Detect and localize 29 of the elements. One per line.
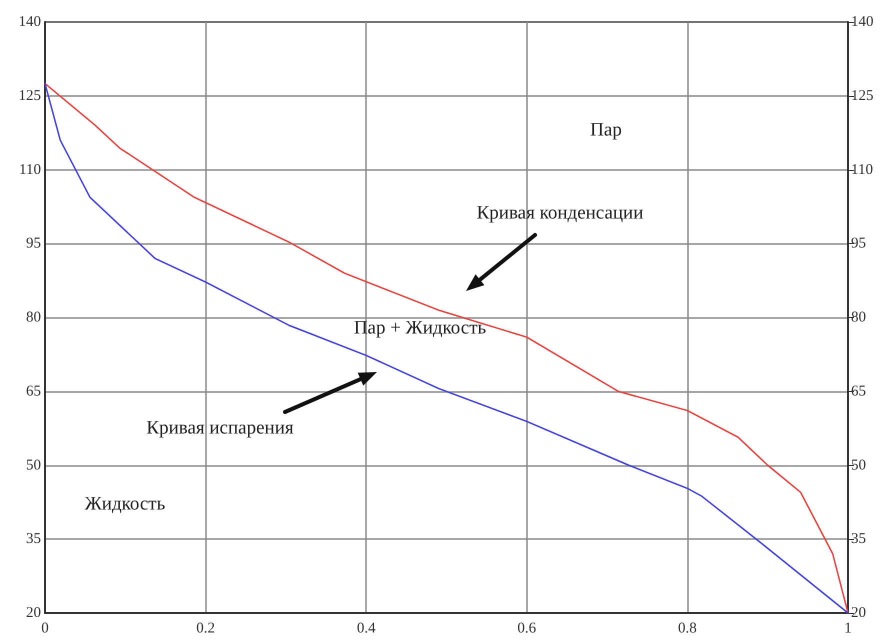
annotation: Пар + Жидкость bbox=[354, 318, 487, 338]
annotation: Пар bbox=[590, 120, 622, 140]
x-tick-label: 0.8 bbox=[678, 620, 697, 636]
x-tick-label: 1 bbox=[844, 620, 852, 636]
y2-tick-label: 35 bbox=[26, 531, 41, 548]
y2-tick-label: 80 bbox=[26, 310, 41, 326]
annotation: Кривая конденсации bbox=[476, 202, 644, 224]
y-tick-label: 140 bbox=[851, 14, 874, 30]
y2-tick-label: 110 bbox=[19, 162, 41, 178]
y-tick-label: 125 bbox=[851, 88, 874, 104]
annotation: Кривая испарения bbox=[146, 418, 294, 438]
y-tick-label: 65 bbox=[851, 383, 866, 400]
y2-tick-label: 50 bbox=[26, 457, 41, 474]
y2-tick-label: 20 bbox=[26, 605, 41, 621]
x-tick-label: 0.6 bbox=[517, 620, 537, 636]
y2-tick-label: 125 bbox=[18, 88, 41, 104]
y-tick-label: 35 bbox=[851, 531, 866, 548]
y-tick-label: 95 bbox=[851, 236, 866, 252]
x-tick-label: 0 bbox=[41, 620, 49, 636]
y-tick-label: 80 bbox=[851, 310, 866, 326]
y2-tick-label: 65 bbox=[26, 383, 41, 400]
y2-tick-label: 95 bbox=[26, 236, 41, 252]
annotation: Жидкость bbox=[84, 494, 166, 514]
y-tick-label: 20 bbox=[851, 605, 866, 621]
y2-tick-label: 140 bbox=[18, 14, 41, 30]
y-tick-label: 50 bbox=[851, 457, 866, 474]
x-tick-label: 0.2 bbox=[196, 620, 215, 636]
x-tick-label: 0.4 bbox=[356, 620, 376, 636]
y-tick-label: 110 bbox=[851, 162, 873, 178]
